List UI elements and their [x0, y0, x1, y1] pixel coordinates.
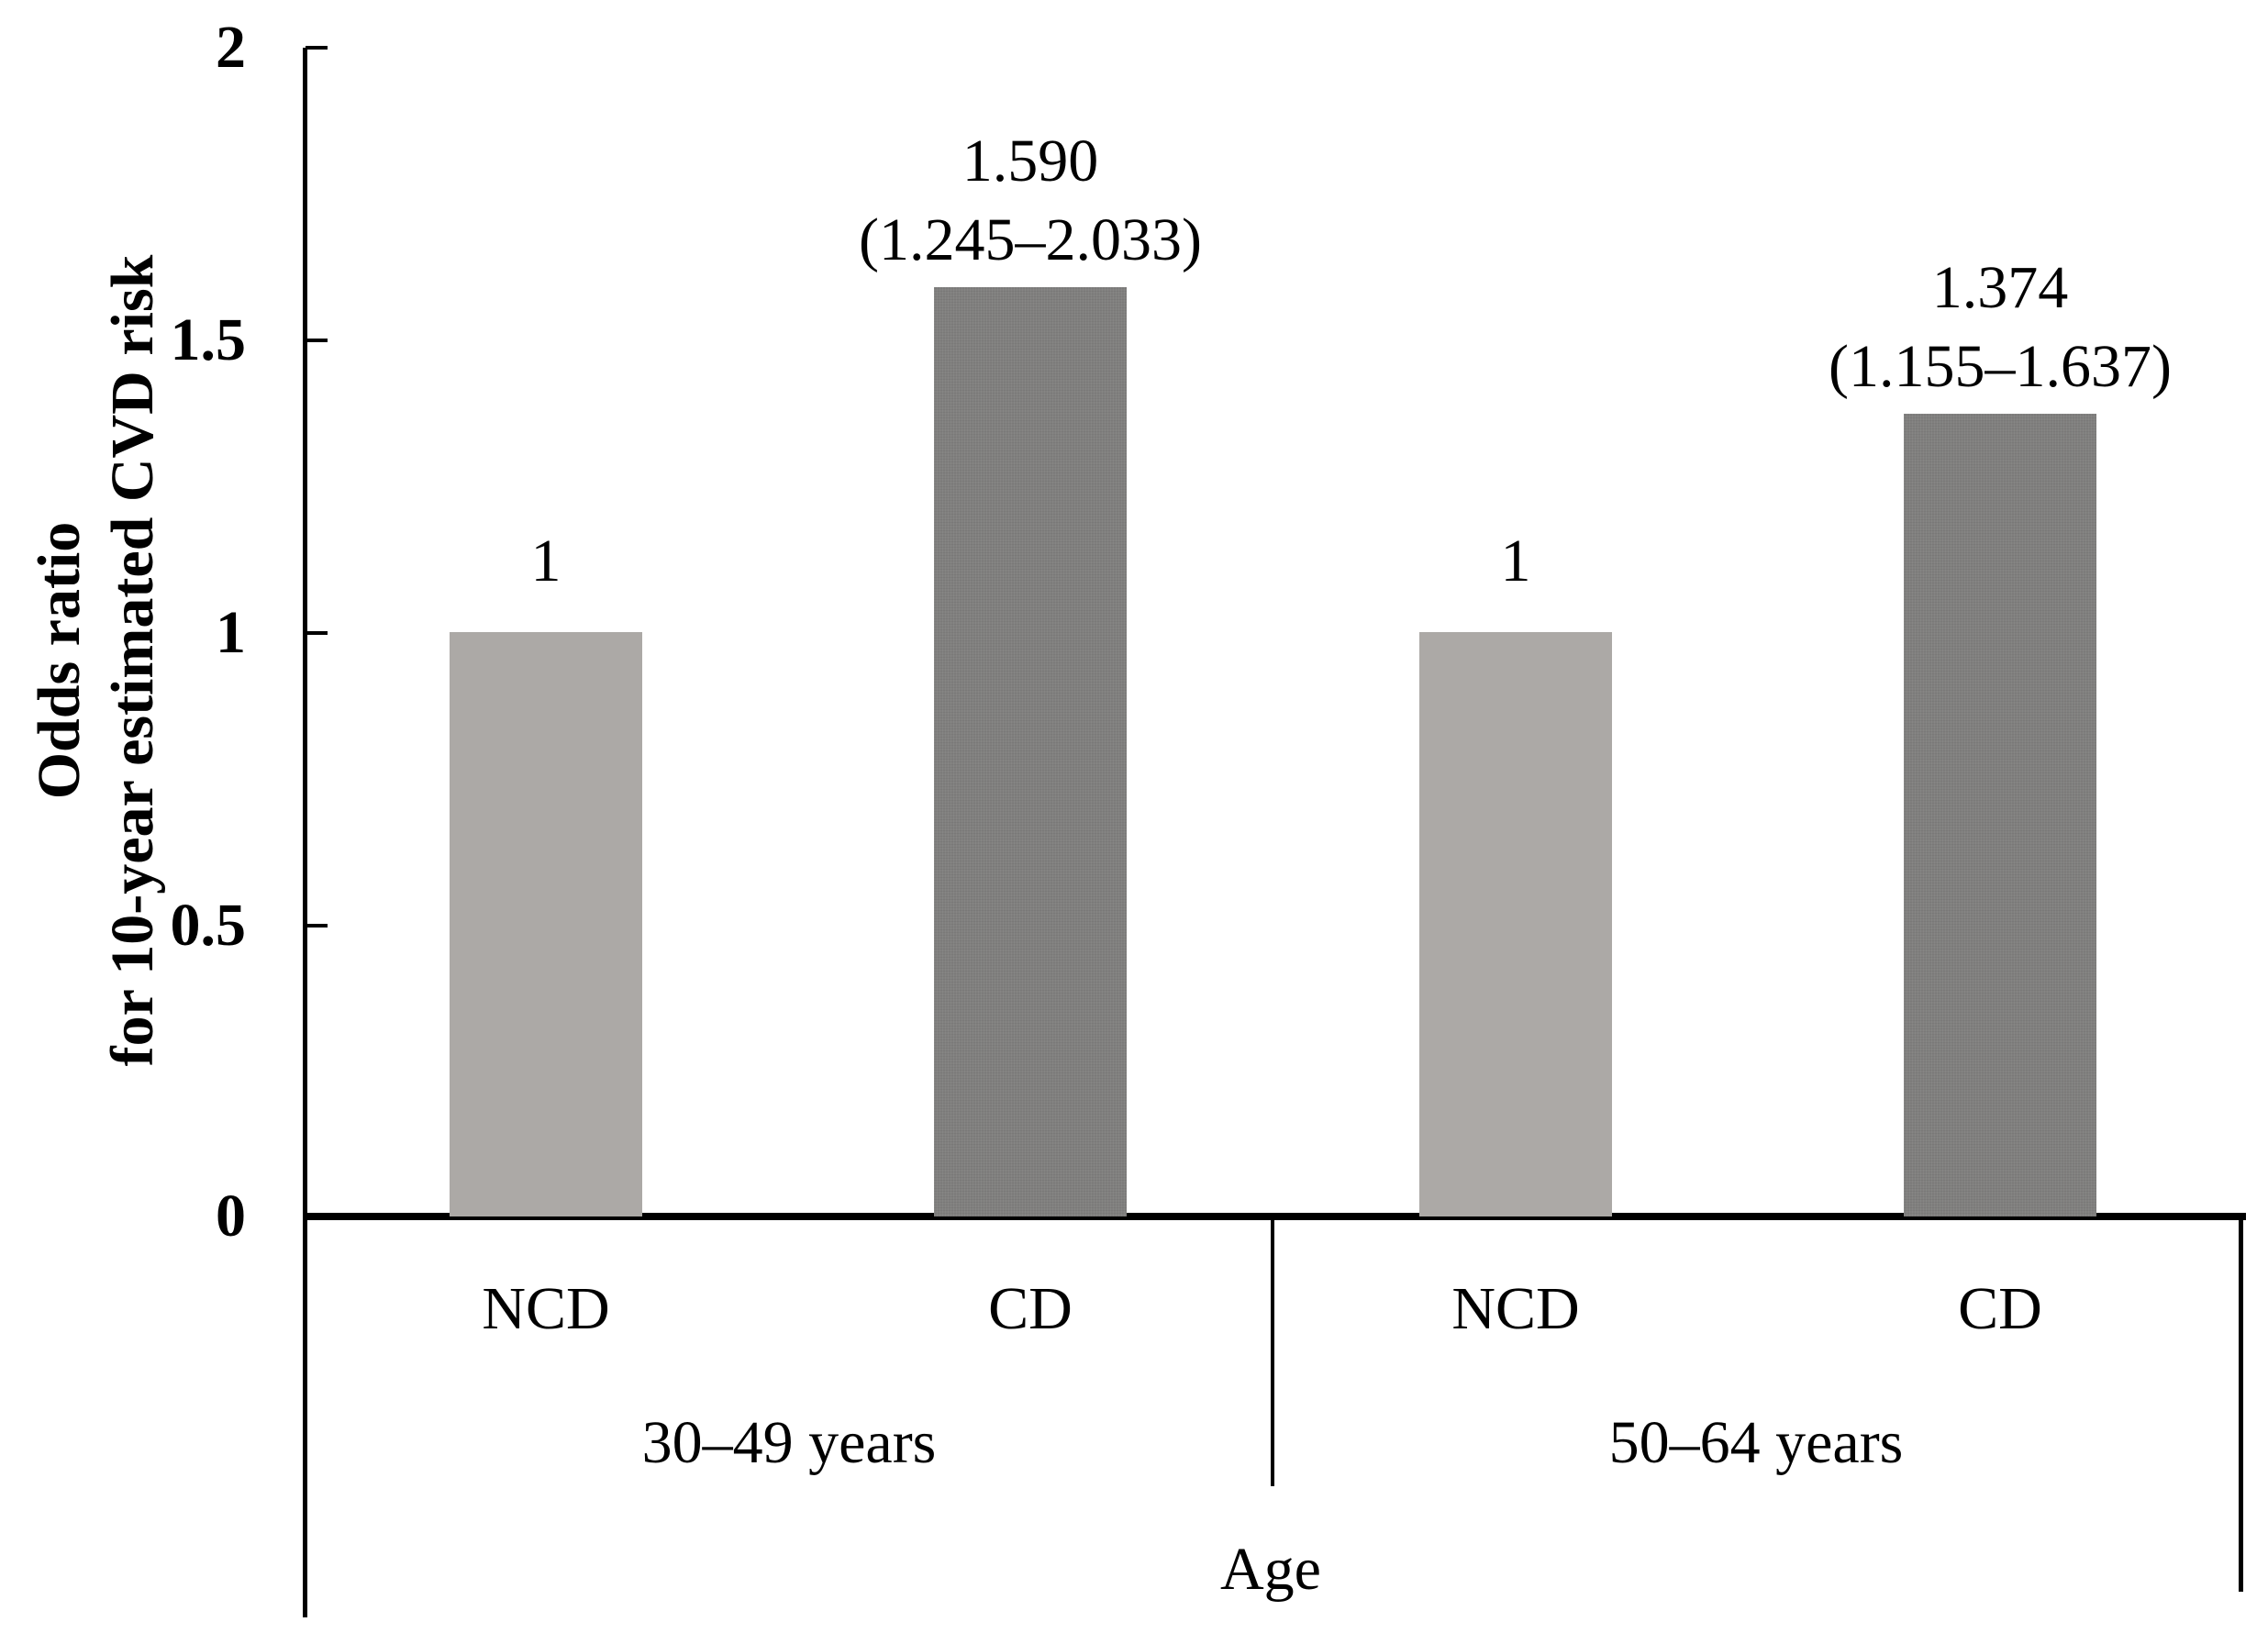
y-tick-1p5 [306, 339, 328, 342]
bar-value-label: 1.590 (1.245–2.033) [859, 122, 1202, 280]
category-label-ncd-1: NCD [482, 1275, 610, 1342]
bar-value-label: 1 [530, 528, 561, 594]
group-label-50-64-years: 50–64 years [1608, 1409, 1904, 1476]
category-label-cd-1: CD [988, 1275, 1073, 1342]
bar-rect-ncd-50-64 [1419, 632, 1612, 1216]
y-tick-2 [306, 46, 328, 50]
y-tick-label-1: 1 [216, 599, 246, 666]
bar-cd-50-64: 1.374 (1.155–1.637) [1829, 249, 2172, 1216]
y-tick-label-2: 2 [216, 14, 246, 81]
y-axis-line [303, 48, 307, 1617]
bar-ncd-50-64: 1 [1419, 522, 1612, 1216]
bar-value-label: 1 [1500, 528, 1531, 594]
group-divider-line [1271, 1220, 1274, 1486]
y-tick-1 [306, 631, 328, 635]
bar-rect-cd-30-49 [934, 287, 1127, 1216]
bar-cd-30-49: 1.590 (1.245–2.033) [859, 122, 1202, 1216]
group-label-30-49-years: 30–49 years [641, 1409, 937, 1476]
y-tick-label-0: 0 [216, 1183, 246, 1250]
axis-right-border [2239, 1216, 2243, 1592]
y-tick-label-0p5: 0.5 [170, 892, 247, 959]
bar-value-point-estimate: 1.374 [1931, 254, 2069, 321]
x-axis-title: Age [1220, 1536, 1321, 1603]
x-axis-baseline [303, 1213, 2246, 1220]
category-label-cd-2: CD [1958, 1275, 2042, 1342]
bar-ncd-30-49: 1 [450, 522, 642, 1216]
bar-value-point-estimate: 1.590 [962, 128, 1099, 194]
category-label-ncd-2: NCD [1451, 1275, 1580, 1342]
bar-value-confidence-interval: (1.245–2.033) [859, 206, 1202, 273]
bar-rect-cd-50-64 [1904, 414, 2096, 1216]
bar-value-label: 1.374 (1.155–1.637) [1829, 249, 2172, 406]
y-tick-0p5 [306, 924, 328, 928]
y-tick-label-1p5: 1.5 [170, 306, 247, 373]
bar-rect-ncd-30-49 [450, 632, 642, 1216]
bar-value-confidence-interval: (1.155–1.637) [1829, 333, 2172, 400]
